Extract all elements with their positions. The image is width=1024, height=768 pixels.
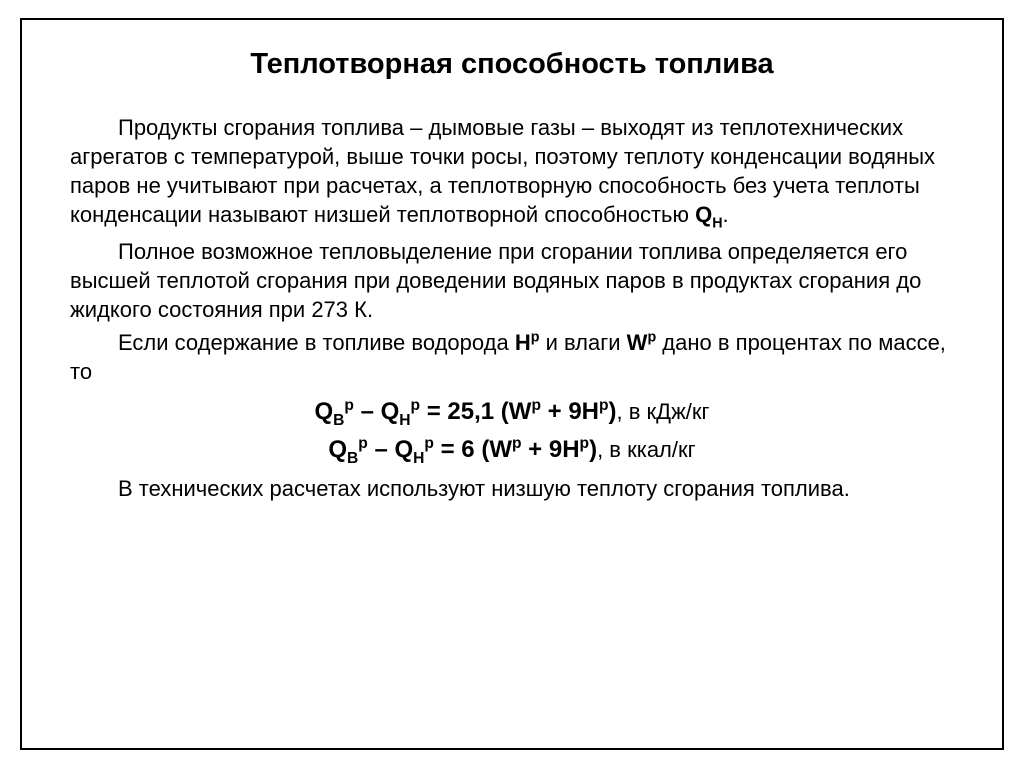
formula-1: QВр – QНр = 25,1 (Wр + 9Hр), в кДж/кг <box>70 397 954 430</box>
document-page: Теплотворная способность топлива Продукт… <box>20 18 1004 750</box>
para2-text: Полное возможное тепловыделение при сгор… <box>70 239 921 322</box>
para1-end: . <box>723 202 729 227</box>
page-title: Теплотворная способность топлива <box>70 48 954 81</box>
formula-1-unit: , в кДж/кг <box>617 399 710 424</box>
formula-block: QВр – QНр = 25,1 (Wр + 9Hр), в кДж/кг QВ… <box>70 397 954 469</box>
para4-text: В технических расчетах используют низшую… <box>118 476 850 501</box>
para1-text-a: Продукты сгорания топлива – дымовые газы… <box>70 115 935 227</box>
formula-2-expr: QВр – QНр = 6 (Wр + 9Hр) <box>328 436 597 463</box>
para3-text-a: Если содержание в топливе водорода <box>118 330 515 355</box>
para3-symbol-h: Нр <box>515 330 540 355</box>
paragraph-1: Продукты сгорания топлива – дымовые газы… <box>70 113 954 233</box>
para3-symbol-w: Wр <box>627 330 657 355</box>
paragraph-4: В технических расчетах используют низшую… <box>70 474 954 503</box>
formula-1-expr: QВр – QНр = 25,1 (Wр + 9Hр) <box>314 398 616 425</box>
paragraph-2: Полное возможное тепловыделение при сгор… <box>70 237 954 324</box>
formula-2: QВр – QНр = 6 (Wр + 9Hр), в ккал/кг <box>70 435 954 468</box>
formula-2-unit: , в ккал/кг <box>597 437 696 462</box>
paragraph-3: Если содержание в топливе водорода Нр и … <box>70 328 954 386</box>
para3-text-b: и влаги <box>539 330 626 355</box>
para1-symbol-q: QН <box>695 202 722 227</box>
